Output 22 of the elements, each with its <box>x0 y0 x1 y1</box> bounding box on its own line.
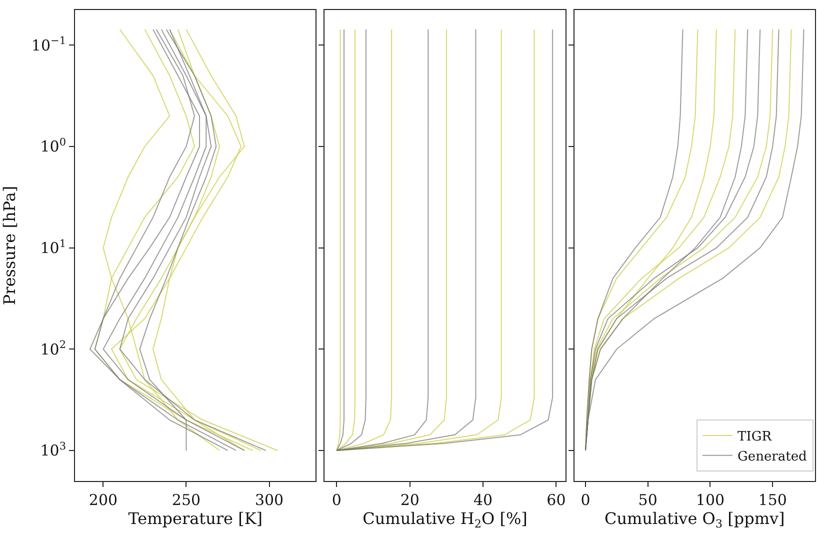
y-tick-label: 10$^{−1}$ <box>31 35 66 54</box>
x-tick-label: 150 <box>758 491 787 509</box>
x-tick-label: 40 <box>474 491 493 509</box>
y-axis-title: Pressure [hPa] <box>0 186 19 306</box>
x-tick-label: 0 <box>332 491 342 509</box>
x-tick-label: 200 <box>88 491 118 509</box>
x-tick-label: 250 <box>172 491 201 509</box>
x-tick-label: 300 <box>254 491 284 509</box>
x-tick-label: 50 <box>638 491 658 509</box>
x-tick-label: 100 <box>696 491 725 509</box>
x-axis-title: Cumulative H$_{2}$O [%] <box>362 509 528 530</box>
x-tick-label: 60 <box>546 491 566 509</box>
y-tick-label: 10$^{2}$ <box>40 339 66 358</box>
y-tick-label: 10$^{0}$ <box>40 136 66 156</box>
y-tick-label: 10$^{1}$ <box>40 238 66 258</box>
y-tick-label: 10$^{3}$ <box>40 440 66 460</box>
x-tick-label: 0 <box>580 491 590 509</box>
x-axis-title: Cumulative O$_{3}$ [ppmv] <box>604 509 785 530</box>
legend-label: Generated <box>738 450 807 464</box>
x-tick-label: 20 <box>400 491 420 509</box>
legend-label: TIGR <box>738 430 773 445</box>
x-axis-title: Temperature [K] <box>128 509 263 528</box>
